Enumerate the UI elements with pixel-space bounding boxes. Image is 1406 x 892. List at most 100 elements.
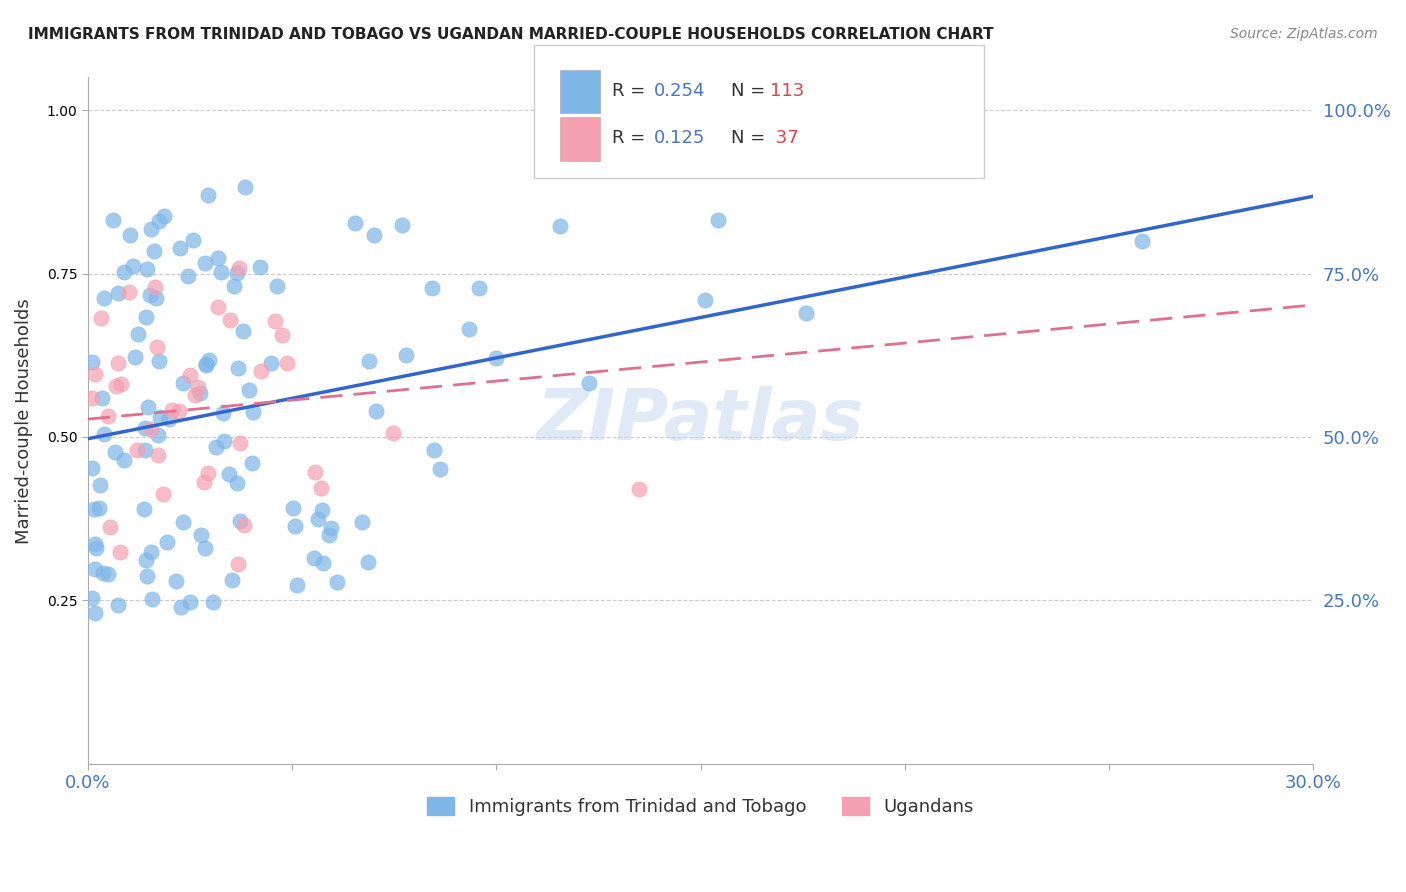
Point — [260, 356, 283, 370]
Point — [391, 219, 413, 233]
Point — [176, 268, 198, 283]
Point — [148, 448, 170, 462]
Text: R =: R = — [612, 82, 651, 100]
Point — [134, 443, 156, 458]
Point — [143, 280, 166, 294]
Point — [226, 557, 249, 571]
Point — [136, 400, 159, 414]
Point — [107, 286, 129, 301]
Text: R =: R = — [612, 129, 651, 147]
Text: ZIPatlas: ZIPatlas — [537, 386, 865, 455]
Point — [159, 412, 181, 426]
Point — [149, 410, 172, 425]
Point — [167, 404, 190, 418]
Point — [90, 391, 112, 405]
Point — [172, 376, 194, 391]
Point — [148, 214, 170, 228]
Point — [135, 310, 157, 324]
Point — [359, 353, 381, 368]
Point — [107, 598, 129, 612]
Point — [209, 265, 232, 279]
Point — [169, 241, 191, 255]
Point — [221, 574, 243, 588]
Point — [135, 553, 157, 567]
Point — [190, 528, 212, 542]
Point — [318, 528, 340, 542]
Point — [311, 503, 333, 517]
Point — [89, 478, 111, 492]
Text: 37: 37 — [770, 129, 799, 147]
Point — [84, 562, 107, 576]
Point — [218, 467, 240, 481]
Point — [238, 384, 260, 398]
Point — [118, 227, 141, 242]
Text: IMMIGRANTS FROM TRINIDAD AND TOBAGO VS UGANDAN MARRIED-COUPLE HOUSEHOLDS CORRELA: IMMIGRANTS FROM TRINIDAD AND TOBAGO VS U… — [28, 27, 994, 42]
Point — [152, 487, 174, 501]
Y-axis label: Married-couple Households: Married-couple Households — [15, 298, 32, 543]
Point — [148, 354, 170, 368]
Point — [82, 591, 104, 605]
Point — [93, 427, 115, 442]
Point — [225, 476, 247, 491]
Text: 0.125: 0.125 — [654, 129, 706, 147]
Point — [139, 222, 162, 236]
Point — [204, 440, 226, 454]
Point — [134, 421, 156, 435]
Point — [104, 379, 127, 393]
Point — [122, 259, 145, 273]
Point — [693, 293, 716, 308]
Point — [82, 461, 104, 475]
Point — [124, 350, 146, 364]
Point — [326, 574, 349, 589]
Point — [194, 541, 217, 556]
Point — [165, 574, 187, 588]
Point — [222, 279, 245, 293]
Point — [184, 388, 207, 402]
Point — [193, 475, 215, 489]
Point — [578, 376, 600, 391]
Point — [207, 251, 229, 265]
Text: N =: N = — [731, 82, 765, 100]
Point — [468, 281, 491, 295]
Point — [84, 541, 107, 555]
Point — [83, 536, 105, 550]
Point — [263, 314, 285, 328]
Point — [420, 281, 443, 295]
Point — [146, 428, 169, 442]
Point — [249, 364, 271, 378]
Point — [90, 310, 112, 325]
Point — [104, 445, 127, 459]
Point — [276, 356, 298, 370]
Point — [194, 358, 217, 372]
Point — [1130, 234, 1153, 248]
Point — [134, 502, 156, 516]
Point — [187, 380, 209, 394]
Point — [112, 453, 135, 467]
Point — [87, 501, 110, 516]
Point — [201, 595, 224, 609]
Point — [212, 434, 235, 448]
Point — [309, 481, 332, 495]
Point — [302, 551, 325, 566]
Point — [135, 262, 157, 277]
Text: 0.254: 0.254 — [654, 82, 706, 100]
Point — [233, 180, 256, 194]
Point — [228, 260, 250, 275]
Text: 113: 113 — [770, 82, 804, 100]
Point — [84, 368, 107, 382]
Point — [344, 216, 367, 230]
Point — [233, 518, 256, 533]
Point — [139, 288, 162, 302]
Point — [628, 483, 651, 497]
Point — [363, 227, 385, 242]
Point — [146, 340, 169, 354]
Point — [98, 520, 121, 534]
Point — [284, 519, 307, 533]
Point — [232, 324, 254, 338]
Point — [170, 600, 193, 615]
Point — [285, 578, 308, 592]
Point — [82, 392, 104, 406]
Point — [183, 233, 205, 247]
Point — [110, 377, 132, 392]
Point — [423, 443, 446, 458]
